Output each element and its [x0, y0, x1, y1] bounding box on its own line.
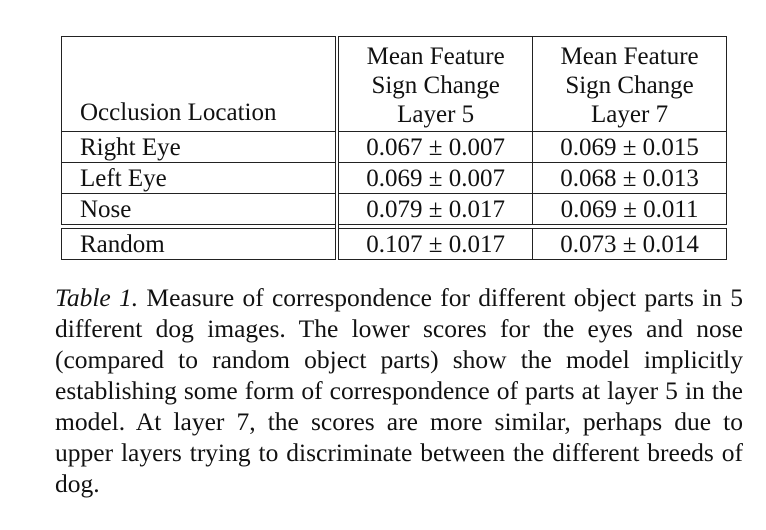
header-occlusion-location: Occlusion Location	[61, 36, 340, 132]
table-header-row: Occlusion Location Mean Feature Sign Cha…	[61, 36, 727, 132]
table-row-random: Random 0.107 ± 0.017 0.073 ± 0.014	[61, 228, 727, 260]
row-location: Random	[61, 228, 340, 260]
header-layer5-line1: Mean Feature	[366, 43, 505, 70]
results-table: Occlusion Location Mean Feature Sign Cha…	[61, 36, 727, 260]
row-layer5-value: 0.067 ± 0.007	[337, 131, 534, 163]
header-layer5: Mean Feature Sign Change Layer 5	[337, 36, 534, 132]
row-layer5-value: 0.107 ± 0.017	[337, 228, 534, 260]
row-layer5-value: 0.069 ± 0.007	[337, 162, 534, 194]
row-layer7-value: 0.073 ± 0.014	[532, 228, 727, 260]
row-layer7-value: 0.069 ± 0.015	[532, 131, 727, 163]
table-row: Left Eye 0.069 ± 0.007 0.068 ± 0.013	[61, 162, 727, 194]
header-location-text: Occlusion Location	[80, 99, 277, 126]
table-row: Nose 0.079 ± 0.017 0.069 ± 0.011	[61, 193, 727, 225]
header-layer7: Mean Feature Sign Change Layer 7	[532, 36, 727, 132]
row-location: Left Eye	[61, 162, 340, 194]
header-layer7-line3: Layer 7	[591, 101, 669, 128]
header-layer5-line2: Sign Change	[371, 72, 500, 99]
caption-label: Table 1.	[55, 283, 139, 312]
row-layer5-value: 0.079 ± 0.017	[337, 193, 534, 225]
table-caption: Table 1. Measure of correspondence for d…	[55, 282, 743, 499]
caption-text: Measure of correspondence for different …	[55, 283, 744, 498]
row-location: Nose	[61, 193, 340, 225]
gap-cell	[61, 224, 340, 229]
table-row-gap	[61, 224, 727, 229]
row-location: Right Eye	[61, 131, 340, 163]
header-layer5-line3: Layer 5	[397, 101, 475, 128]
table-row: Right Eye 0.067 ± 0.007 0.069 ± 0.015	[61, 131, 727, 163]
header-layer7-line1: Mean Feature	[560, 43, 699, 70]
row-layer7-value: 0.069 ± 0.011	[532, 193, 727, 225]
header-layer7-line2: Sign Change	[565, 72, 694, 99]
row-layer7-value: 0.068 ± 0.013	[532, 162, 727, 194]
